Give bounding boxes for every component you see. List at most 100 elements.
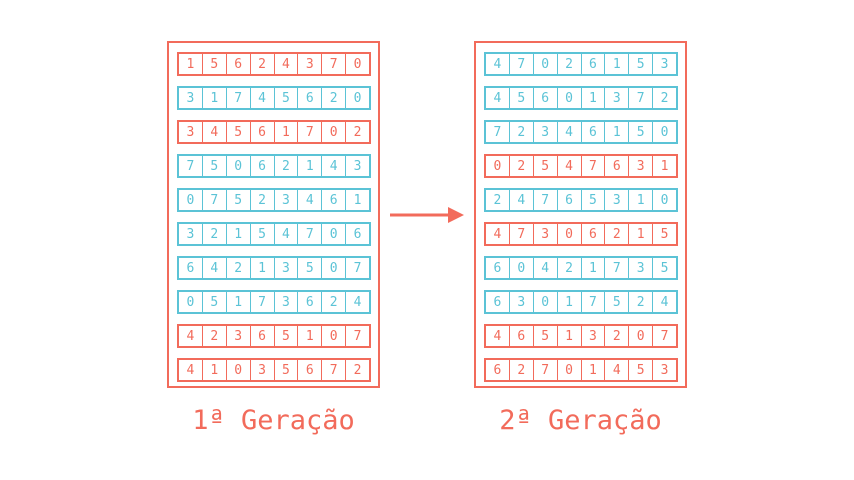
gene-cell: 5 <box>604 292 628 312</box>
gene-cell: 3 <box>604 190 628 210</box>
gene-cell: 6 <box>249 326 274 346</box>
gene-cell: 1 <box>580 360 605 380</box>
gene-cell: 0 <box>321 224 345 244</box>
gene-cell: 6 <box>532 88 557 108</box>
gene-cell: 6 <box>556 190 581 210</box>
gene-cell: 1 <box>225 224 250 244</box>
gene-cell: 4 <box>652 292 676 312</box>
gene-cell: 7 <box>249 292 274 312</box>
gene-cell: 0 <box>321 258 345 278</box>
gene-cell: 2 <box>321 88 345 108</box>
gene-cell: 6 <box>249 156 274 176</box>
gene-cell: 3 <box>273 190 298 210</box>
gene-cell: 3 <box>273 292 298 312</box>
gene-cell: 7 <box>580 292 605 312</box>
gene-cell: 0 <box>628 326 652 346</box>
gene-cell: 3 <box>532 122 557 142</box>
gene-cell: 6 <box>508 326 533 346</box>
gene-cell: 6 <box>580 54 605 74</box>
gene-cell: 6 <box>321 190 345 210</box>
gene-cell: 1 <box>556 292 581 312</box>
gene-cell: 2 <box>249 190 274 210</box>
gene-cell: 7 <box>201 190 226 210</box>
gene-cell: 2 <box>604 224 628 244</box>
gene-cell: 3 <box>652 54 676 74</box>
gene-cell: 6 <box>297 292 321 312</box>
gene-cell: 7 <box>297 122 321 142</box>
gene-cell: 1 <box>628 190 652 210</box>
gene-cell: 4 <box>273 54 298 74</box>
gene-cell: 6 <box>580 122 605 142</box>
gene-cell: 2 <box>556 54 581 74</box>
gene-cell: 1 <box>652 156 676 176</box>
gene-cell: 0 <box>556 360 581 380</box>
gene-cell: 4 <box>201 258 226 278</box>
generation-2-label: 2ª Geração <box>499 405 662 436</box>
gene-cell: 2 <box>273 156 298 176</box>
gene-cell: 2 <box>321 292 345 312</box>
gene-cell: 3 <box>273 258 298 278</box>
gene-cell: 6 <box>493 362 502 378</box>
gene-cell: 6 <box>225 54 250 74</box>
gene-cell: 3 <box>345 156 369 176</box>
gene-cell: 2 <box>345 360 369 380</box>
gene-cell: 5 <box>628 54 652 74</box>
gene-cell: 7 <box>321 360 345 380</box>
gene-cell: 2 <box>508 360 533 380</box>
gene-cell: 3 <box>186 124 195 140</box>
gene-cell: 5 <box>580 190 605 210</box>
gene-cell: 5 <box>201 156 226 176</box>
gene-cell: 0 <box>652 190 676 210</box>
gene-cell: 5 <box>508 88 533 108</box>
gene-cell: 2 <box>201 326 226 346</box>
gene-cell: 4 <box>493 226 502 242</box>
gene-cell: 3 <box>186 226 195 242</box>
gene-cell: 2 <box>201 224 226 244</box>
gene-cell: 5 <box>201 54 226 74</box>
gene-cell: 6 <box>249 122 274 142</box>
gene-cell: 7 <box>297 224 321 244</box>
gene-cell: 4 <box>201 122 226 142</box>
gene-cell: 2 <box>508 156 533 176</box>
gene-cell: 1 <box>297 326 321 346</box>
gene-cell: 0 <box>532 54 557 74</box>
gene-cell: 2 <box>493 192 502 208</box>
gene-cell: 5 <box>652 258 676 278</box>
gene-cell: 6 <box>580 224 605 244</box>
gene-cell: 7 <box>186 158 195 174</box>
gene-cell: 4 <box>532 258 557 278</box>
generation-1-label: 1ª Geração <box>192 405 355 436</box>
gene-cell: 2 <box>225 258 250 278</box>
gene-cell: 1 <box>186 56 195 72</box>
gene-cell: 0 <box>321 326 345 346</box>
gene-cell: 4 <box>493 90 502 106</box>
gene-cell: 0 <box>532 292 557 312</box>
gene-cell: 0 <box>225 156 250 176</box>
gene-cell: 4 <box>556 156 581 176</box>
gene-cell: 4 <box>297 190 321 210</box>
gene-cell: 7 <box>321 54 345 74</box>
gene-cell: 5 <box>297 258 321 278</box>
gene-cell: 6 <box>493 260 502 276</box>
gene-cell: 4 <box>493 328 502 344</box>
gene-cell: 5 <box>628 360 652 380</box>
gene-cell: 3 <box>628 156 652 176</box>
gene-cell: 2 <box>556 258 581 278</box>
gene-cell: 1 <box>580 258 605 278</box>
gene-cell: 1 <box>604 122 628 142</box>
gene-cell: 4 <box>493 56 502 72</box>
